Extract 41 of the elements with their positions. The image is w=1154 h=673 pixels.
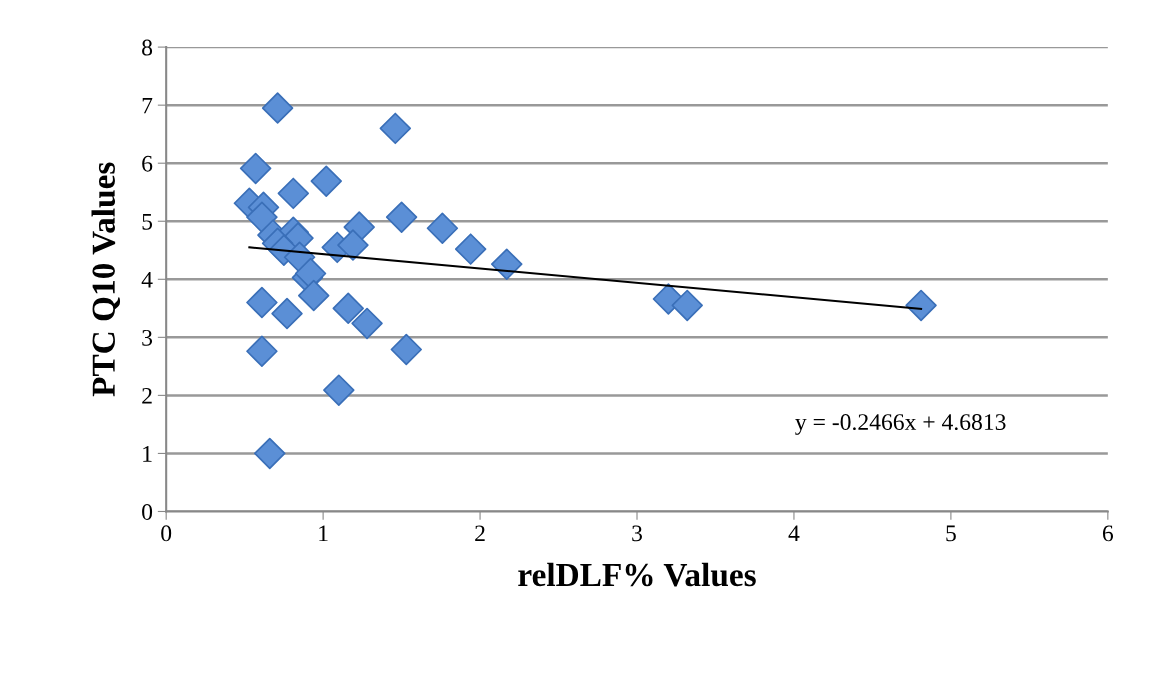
point	[351, 307, 383, 340]
point	[310, 165, 342, 197]
x-axis-title: relDLF% Values	[518, 562, 756, 587]
point	[905, 289, 937, 322]
y-tick-label: 2	[142, 387, 152, 404]
point	[491, 248, 523, 280]
point	[454, 233, 487, 265]
point	[277, 177, 310, 210]
point	[390, 333, 423, 366]
point	[271, 297, 303, 330]
point	[332, 292, 364, 325]
y-tick-label: 3	[142, 329, 153, 346]
x-tick-label: 4	[788, 525, 800, 542]
point	[379, 112, 412, 145]
y-tick-label: 4	[141, 271, 153, 288]
y-tick-label: 5	[142, 213, 153, 230]
x-tick-label: 5	[946, 525, 956, 542]
point	[337, 229, 369, 261]
point	[239, 152, 272, 185]
point	[246, 201, 278, 233]
annotation: y = -0.2466x + 4.6813	[795, 414, 1006, 435]
point	[246, 335, 278, 368]
x-tick-label: 1	[319, 525, 328, 542]
x-tick-label: 2	[475, 525, 485, 542]
point	[254, 437, 286, 470]
point	[426, 212, 459, 244]
y-axis-title: PTC Q10 Values	[91, 162, 121, 397]
point	[323, 374, 355, 406]
x-tick-label: 6	[1102, 525, 1114, 542]
y-tick-label: 6	[142, 155, 153, 172]
point	[261, 92, 294, 124]
y-tick-label: 0	[142, 503, 153, 520]
point	[297, 279, 330, 312]
point	[385, 201, 418, 233]
point	[671, 289, 703, 322]
x-tick-label: 0	[161, 525, 172, 542]
y-tick-label: 1	[143, 446, 152, 462]
y-tick-label: 8	[142, 39, 153, 56]
y-tick-label: 7	[142, 97, 153, 114]
x-tick-label: 3	[632, 525, 642, 542]
point	[246, 286, 278, 319]
